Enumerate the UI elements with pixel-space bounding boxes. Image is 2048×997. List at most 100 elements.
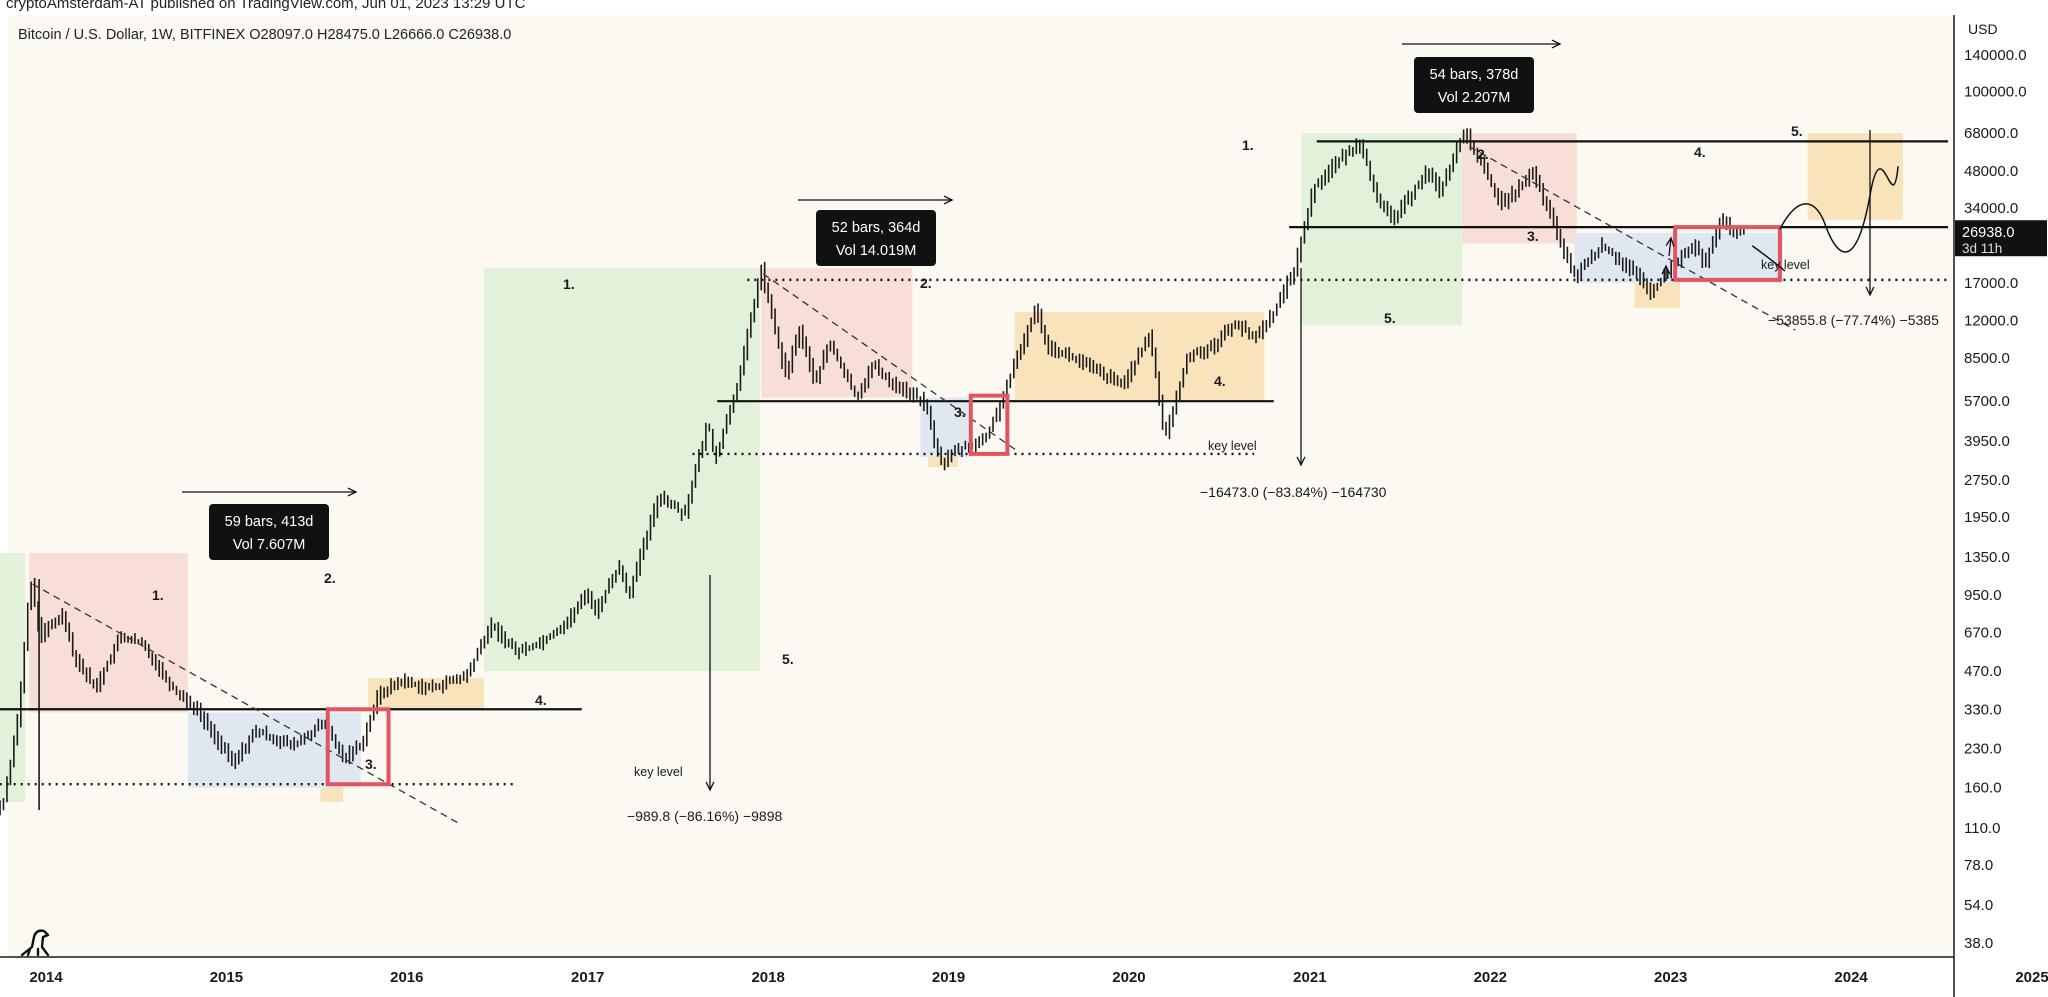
- price-tick-label: 470.0: [1964, 663, 2002, 680]
- measure-badge-box: [209, 504, 329, 560]
- price-tick-label: 100000.0: [1964, 83, 2027, 100]
- phase-number: 3.: [1527, 228, 1539, 244]
- price-tick-label: 68000.0: [1964, 125, 2018, 142]
- drawdown-label: −53855.8 (−77.74%) −5385: [1768, 312, 1939, 328]
- price-tick-label: 2750.0: [1964, 472, 2010, 489]
- red-highlight-box: [325, 707, 391, 787]
- price-tick-label: 38.0: [1964, 935, 1993, 952]
- orange-zone: [927, 457, 958, 468]
- orange-zone: [1014, 312, 1265, 402]
- key-level-label: key level: [1761, 258, 1810, 272]
- measure-badge: 52 bars, 364d Vol 14.019M: [816, 210, 936, 266]
- last-price-box: [1955, 220, 2047, 257]
- plot-background: [8, 15, 1954, 957]
- price-tick-label: 34000.0: [1964, 200, 2018, 217]
- price-tick-label: 12000.0: [1964, 313, 2018, 330]
- green-zone: [1301, 133, 1463, 326]
- orange-zone: [1807, 133, 1903, 220]
- time-tick-label: 2021: [1293, 969, 1326, 986]
- drawdown-label: −989.8 (−86.16%) −9898: [627, 808, 783, 824]
- time-tick-label: 2020: [1112, 969, 1145, 986]
- phase-number: 1.: [1242, 137, 1254, 153]
- trendline: [762, 273, 1018, 452]
- trendline: [1469, 146, 1796, 331]
- key-level-label: key level: [634, 765, 683, 779]
- projection-curve: [1779, 166, 1899, 253]
- arrow-head: [1665, 236, 1675, 247]
- price-tick-label: 330.0: [1964, 701, 2002, 718]
- key-level-label: key level: [1208, 439, 1257, 453]
- price-tick-label: 3950.0: [1964, 433, 2010, 450]
- measure-badge-line2: Vol 7.607M: [233, 537, 306, 553]
- price-tick-label: 48000.0: [1964, 163, 2018, 180]
- price-tick-label: 54.0: [1964, 897, 1993, 914]
- phase-number: 5.: [1384, 310, 1396, 326]
- price-tick-label: 160.0: [1964, 780, 2002, 797]
- time-tick-label: 2019: [932, 969, 965, 986]
- last-price-countdown: 3d 11h: [1962, 241, 2002, 256]
- price-tick-label: 5700.0: [1964, 393, 2010, 410]
- measure-badge-box: [816, 210, 936, 266]
- time-tick-label: 2016: [390, 969, 423, 986]
- phase-number: 4.: [1694, 144, 1706, 160]
- time-tick-label: 2022: [1474, 969, 1507, 986]
- measure-badge-line1: 52 bars, 364d: [832, 220, 921, 236]
- price-tick-label: 140000.0: [1964, 47, 2027, 64]
- arrow-head: [943, 195, 954, 205]
- currency-label: USD: [1968, 21, 1998, 37]
- phase-number: 5.: [782, 651, 794, 667]
- phase-number: 4.: [535, 692, 547, 708]
- measure-badge: 54 bars, 378d Vol 2.207M: [1414, 57, 1534, 113]
- arrow-head: [1865, 286, 1875, 297]
- time-axis-background: [0, 957, 1954, 997]
- arrow-head: [347, 487, 358, 497]
- phase-number: 5.: [1791, 123, 1803, 139]
- phase-number: 1.: [152, 587, 164, 603]
- projection-curve: [1751, 245, 1786, 272]
- measure-badge-box: [1414, 57, 1534, 113]
- dino-outline: [20, 929, 50, 957]
- time-tick-label: 2025: [2015, 969, 2048, 986]
- measure-badge-line2: Vol 14.019M: [836, 243, 917, 259]
- time-tick-label: 2014: [29, 969, 63, 986]
- measure-badge-line2: Vol 2.207M: [1438, 90, 1511, 106]
- arrow-head: [1661, 264, 1671, 275]
- price-tick-label: 110.0: [1964, 820, 2000, 837]
- time-tick-label: 2017: [571, 969, 604, 986]
- price-tick-label: 1350.0: [1964, 549, 2010, 566]
- price-tick-label: 670.0: [1964, 625, 2002, 642]
- price-tick-label: 17000.0: [1964, 275, 2018, 292]
- red-zone: [29, 552, 188, 713]
- phase-number: 2.: [324, 570, 336, 586]
- measure-badge-line1: 59 bars, 413d: [225, 514, 314, 530]
- orange-zone: [320, 787, 344, 802]
- price-tick-label: 950.0: [1964, 587, 2002, 604]
- arrow-head: [1296, 456, 1306, 467]
- phase-number: 2.: [920, 275, 932, 291]
- time-tick-label: 2018: [751, 969, 784, 986]
- last-price-value: 26938.0: [1962, 225, 2014, 241]
- tradingview-dino-icon: [20, 929, 50, 957]
- publisher-credit: cryptoAmsterdam-AT published on TradingV…: [6, 0, 526, 12]
- phase-number: 4.: [1214, 373, 1226, 389]
- trendline: [32, 583, 460, 824]
- symbol-legend: Bitcoin / U.S. Dollar, 1W, BITFINEX O280…: [18, 27, 512, 43]
- price-tick-label: 230.0: [1964, 740, 2002, 757]
- phase-number: 2.: [1477, 146, 1489, 162]
- blue-zone: [187, 712, 361, 788]
- phase-number: 3.: [954, 404, 966, 420]
- phase-number: 1.: [563, 276, 575, 292]
- measure-badge-line1: 54 bars, 378d: [1430, 67, 1519, 83]
- red-highlight-box: [968, 393, 1010, 456]
- price-axis-background: [1954, 15, 2048, 997]
- phase-number: 3.: [365, 756, 377, 772]
- green-zone: [483, 268, 760, 672]
- drawdown-label: −16473.0 (−83.84%) −164730: [1200, 484, 1387, 500]
- time-tick-label: 2023: [1654, 969, 1687, 986]
- arrow-head: [705, 781, 715, 792]
- price-tick-label: 8500.0: [1964, 350, 2010, 367]
- red-highlight-box: [1673, 225, 1782, 282]
- measure-arrow: [1668, 237, 1672, 257]
